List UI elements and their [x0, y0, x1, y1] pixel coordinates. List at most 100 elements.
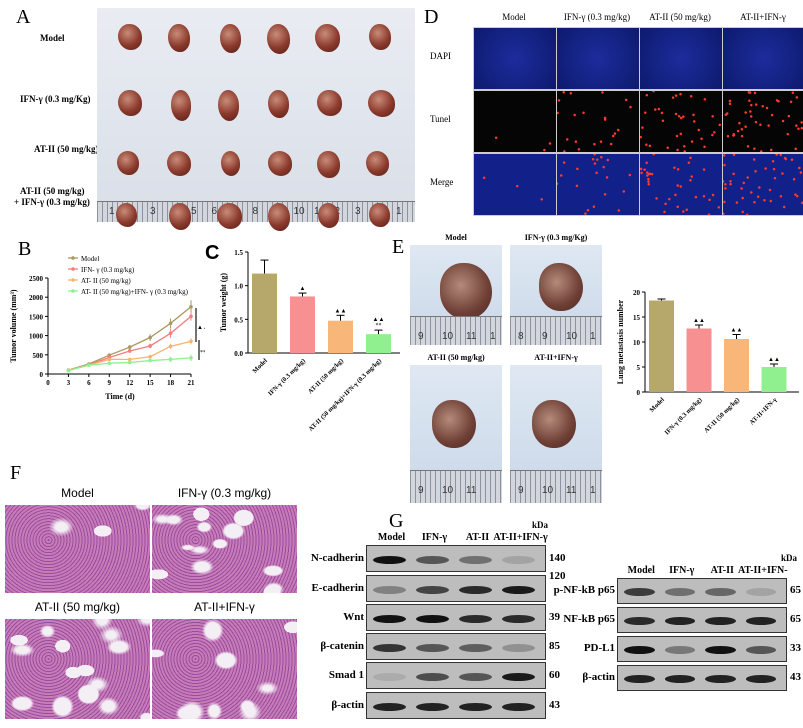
- ruler-number: 9: [518, 485, 524, 496]
- legend-entry: Model: [81, 255, 99, 263]
- row-label-at2: AT-II (50 mg/kg): [34, 144, 99, 154]
- data-point: [168, 331, 173, 336]
- tumor: [167, 24, 190, 53]
- ruler-number: 1: [396, 206, 402, 217]
- data-point: [189, 305, 193, 309]
- fluorescence-image: [722, 27, 803, 90]
- kda-value: 120: [549, 569, 566, 582]
- protein-band: [502, 672, 535, 681]
- histology-title: AT-II+IFN-γ: [194, 600, 255, 614]
- fluorescence-image: [556, 90, 640, 153]
- bar: [252, 273, 277, 353]
- significance-mark: ▲▲: [731, 328, 743, 334]
- x-tick-label: 18: [167, 379, 175, 387]
- column-header: AT-II (50 mg/kg): [649, 12, 711, 22]
- y-tick-label: 0.0: [234, 350, 243, 358]
- category-label: IFN-γ (0.3 mg/kg): [663, 396, 703, 436]
- lung-tissue: [531, 400, 576, 448]
- panel-label-b: B: [18, 238, 32, 260]
- y-tick-label: 2500: [29, 275, 44, 283]
- tumor: [117, 90, 143, 117]
- ruler: 9 10 11: [410, 470, 502, 503]
- lung-tissue: [432, 400, 477, 448]
- protein-band: [459, 614, 492, 623]
- kda-value: 43: [549, 698, 560, 711]
- data-point: [87, 363, 91, 367]
- protein-band: [416, 555, 449, 564]
- protein-label: E-cadherin: [311, 581, 364, 594]
- kda-label: kDa: [532, 520, 549, 530]
- protein-band: [745, 646, 776, 654]
- kda-value: 43: [790, 671, 801, 683]
- tumor: [317, 151, 341, 179]
- kda-value: 65: [790, 613, 801, 625]
- kda-value: 39: [549, 610, 560, 623]
- x-tick-label: 9: [108, 379, 112, 387]
- protein-band: [373, 672, 406, 681]
- data-point: [107, 357, 112, 362]
- lung-tissue: [538, 263, 583, 311]
- tumor: [315, 24, 341, 52]
- protein-band: [745, 675, 776, 683]
- y-tick-label: 5: [637, 364, 641, 372]
- category-label: Model: [251, 357, 269, 375]
- x-tick-label: 3: [67, 379, 71, 387]
- ruler-number: 1: [590, 331, 596, 342]
- row-label: Merge: [430, 177, 454, 187]
- y-tick-label: 1000: [29, 333, 44, 341]
- row-label: DAPI: [430, 51, 452, 61]
- y-tick-label: 0: [637, 389, 641, 397]
- tumor: [267, 90, 290, 119]
- y-tick-label: 0: [40, 371, 44, 379]
- protein-label: p-NF-kB p65: [553, 584, 615, 596]
- tumor: [367, 90, 395, 117]
- category-label: IFN-γ (0.3 mg/kg): [267, 357, 307, 397]
- data-point: [127, 360, 132, 365]
- kda-value: 85: [549, 639, 560, 652]
- tumor-weight-chart: 0.0 0.5 1.0 1.5 Tumor weight (g) Model ▲ IFN-γ …: [219, 249, 400, 433]
- tumor-photo: 1234567891012341: [97, 8, 415, 231]
- histology-image: [152, 619, 297, 719]
- protein-band: [416, 672, 449, 681]
- protein-label: NF-kB p65: [563, 613, 615, 625]
- protein-band: [459, 585, 492, 594]
- significance-mark: ▲▲: [693, 318, 705, 324]
- kda-value: 140: [549, 551, 566, 564]
- protein-band: [502, 702, 535, 711]
- bar: [328, 320, 353, 353]
- ruler-number: 3: [355, 206, 361, 217]
- histology-title: Model: [61, 486, 94, 500]
- annotation: **: [200, 350, 205, 356]
- protein-band: [664, 617, 695, 625]
- histology-title: IFN-γ (0.3 mg/kg): [177, 486, 272, 500]
- kda-value: 65: [790, 584, 801, 596]
- significance-mark: ▲▲: [373, 317, 385, 323]
- ruler: 1234567891012341: [97, 201, 415, 222]
- protein-band: [373, 702, 406, 711]
- y-tick-label: 15: [633, 314, 641, 322]
- row-label-combo-1: AT-II (50 mg/kg): [20, 186, 85, 196]
- protein-band: [459, 702, 492, 711]
- fluorescence-image: [473, 90, 557, 153]
- tumor: [267, 203, 290, 231]
- protein-label: β-actin: [582, 671, 615, 683]
- lung-photo: 8 9 10 1: [510, 245, 602, 345]
- legend-marker: [71, 289, 75, 293]
- ruler: 9 10 11 1: [510, 470, 602, 503]
- protein-band: [705, 588, 736, 596]
- ruler-number: 10: [566, 331, 578, 342]
- ruler-number: 9: [418, 485, 424, 496]
- protein-band: [416, 702, 449, 711]
- ruler-number: 8: [518, 331, 524, 342]
- column-header: AT-II+IFN-γ: [740, 12, 786, 22]
- tumor: [369, 24, 391, 51]
- ruler-number: 9: [542, 331, 548, 342]
- bar: [290, 296, 315, 353]
- protein-label: β-actin: [331, 698, 364, 711]
- legend-marker: [71, 267, 75, 271]
- ruler-number: 10: [442, 331, 454, 342]
- bar: [724, 339, 749, 392]
- histology-image: [5, 505, 150, 593]
- lung-metastasis-chart: 0 5 10 15 20 Lung metastasis number Model ▲▲ IFN…: [616, 289, 799, 436]
- row-label-model: Model: [40, 33, 65, 43]
